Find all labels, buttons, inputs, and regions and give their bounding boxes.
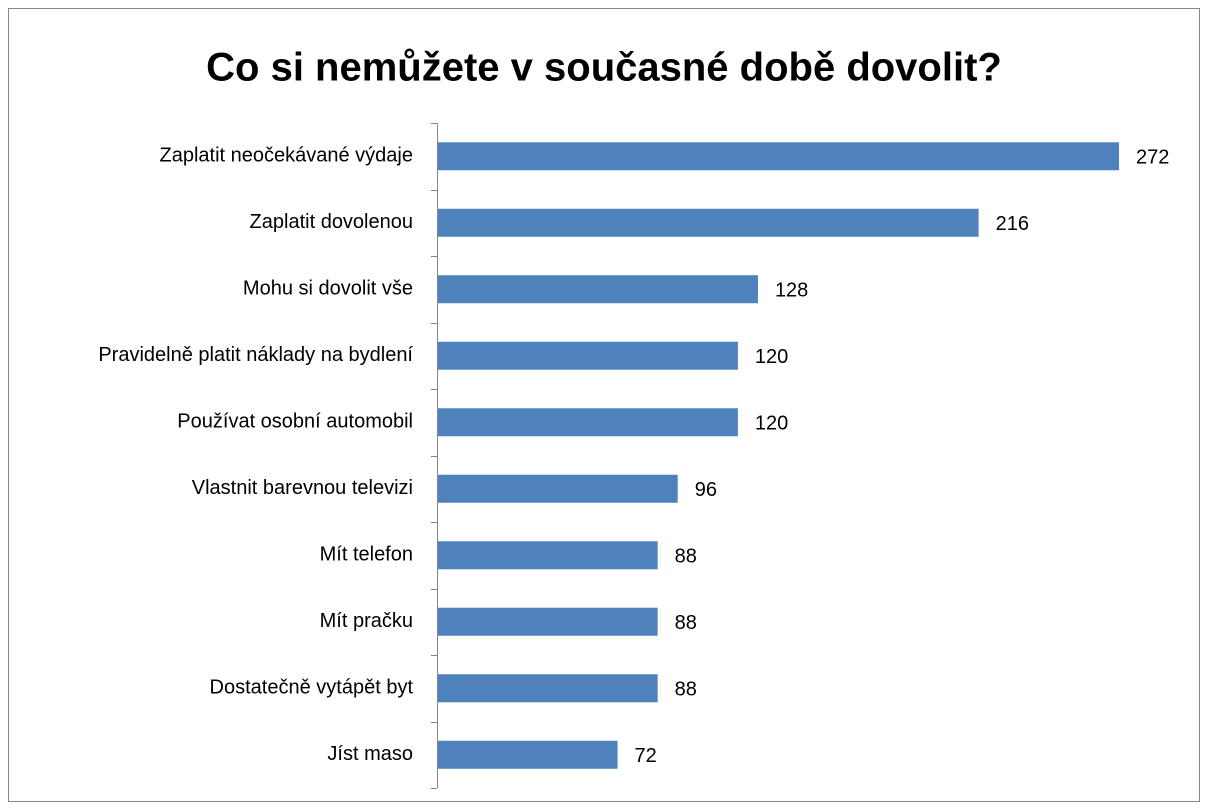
data-label: 128: [775, 280, 808, 302]
category-label: Zaplatit neočekávané výdaje: [160, 145, 414, 167]
category-label: Dostatečně vytápět byt: [210, 677, 414, 699]
category-label: Jíst maso: [327, 743, 413, 765]
data-label: 216: [996, 213, 1029, 235]
category-label: Mít pračku: [320, 610, 413, 632]
category-label: Mohu si dovolit vše: [243, 278, 413, 300]
data-label: 96: [695, 479, 717, 501]
bar: [438, 275, 758, 304]
data-label: 272: [1136, 147, 1169, 169]
data-label: 72: [635, 745, 657, 767]
bar: [438, 740, 618, 769]
data-label: 120: [755, 346, 788, 368]
bar: [438, 341, 738, 370]
bar: [438, 408, 738, 437]
category-label: Pravidelně platit náklady na bydlení: [98, 344, 413, 366]
category-label: Vlastnit barevnou televizi: [192, 477, 413, 499]
category-label: Zaplatit dovolenou: [250, 211, 413, 233]
category-label: Používat osobní automobil: [177, 411, 413, 433]
data-label: 88: [675, 612, 697, 634]
bar: [438, 541, 658, 570]
category-label: Mít telefon: [320, 544, 413, 566]
bar: [438, 474, 678, 503]
chart-frame: [8, 8, 1200, 802]
bar: [438, 208, 979, 237]
bar: [438, 142, 1119, 171]
bar: [438, 674, 658, 703]
data-label: 120: [755, 413, 788, 435]
bar: [438, 607, 658, 636]
chart-title: Co si nemůžete v současné době dovolit?: [206, 46, 1002, 90]
data-label: 88: [675, 679, 697, 701]
data-label: 88: [675, 546, 697, 568]
